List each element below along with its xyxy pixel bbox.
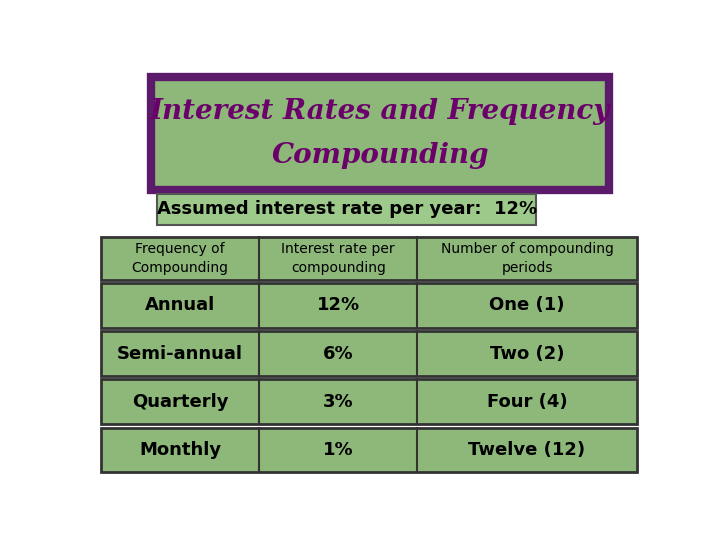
Text: 3%: 3% — [323, 393, 354, 411]
Text: Quarterly: Quarterly — [132, 393, 228, 411]
Text: Four (4): Four (4) — [487, 393, 567, 411]
Text: 6%: 6% — [323, 345, 354, 363]
FancyBboxPatch shape — [101, 332, 637, 376]
Text: Interest Rates and Frequency
Compounding: Interest Rates and Frequency Compounding — [150, 98, 611, 169]
FancyBboxPatch shape — [157, 194, 536, 225]
Text: Assumed interest rate per year:  12%: Assumed interest rate per year: 12% — [157, 200, 536, 218]
FancyBboxPatch shape — [151, 77, 609, 190]
Text: 12%: 12% — [317, 296, 360, 314]
FancyBboxPatch shape — [101, 380, 637, 424]
Text: Monthly: Monthly — [139, 441, 221, 459]
Text: Interest rate per
compounding: Interest rate per compounding — [282, 242, 395, 275]
Text: Number of compounding
periods: Number of compounding periods — [441, 242, 613, 275]
FancyBboxPatch shape — [101, 238, 637, 280]
Text: One (1): One (1) — [490, 296, 564, 314]
Text: Frequency of
Compounding: Frequency of Compounding — [132, 242, 229, 275]
Text: Semi-annual: Semi-annual — [117, 345, 243, 363]
Text: Twelve (12): Twelve (12) — [469, 441, 585, 459]
FancyBboxPatch shape — [101, 283, 637, 328]
Text: Two (2): Two (2) — [490, 345, 564, 363]
Text: Annual: Annual — [145, 296, 215, 314]
Text: 1%: 1% — [323, 441, 354, 459]
FancyBboxPatch shape — [101, 428, 637, 472]
